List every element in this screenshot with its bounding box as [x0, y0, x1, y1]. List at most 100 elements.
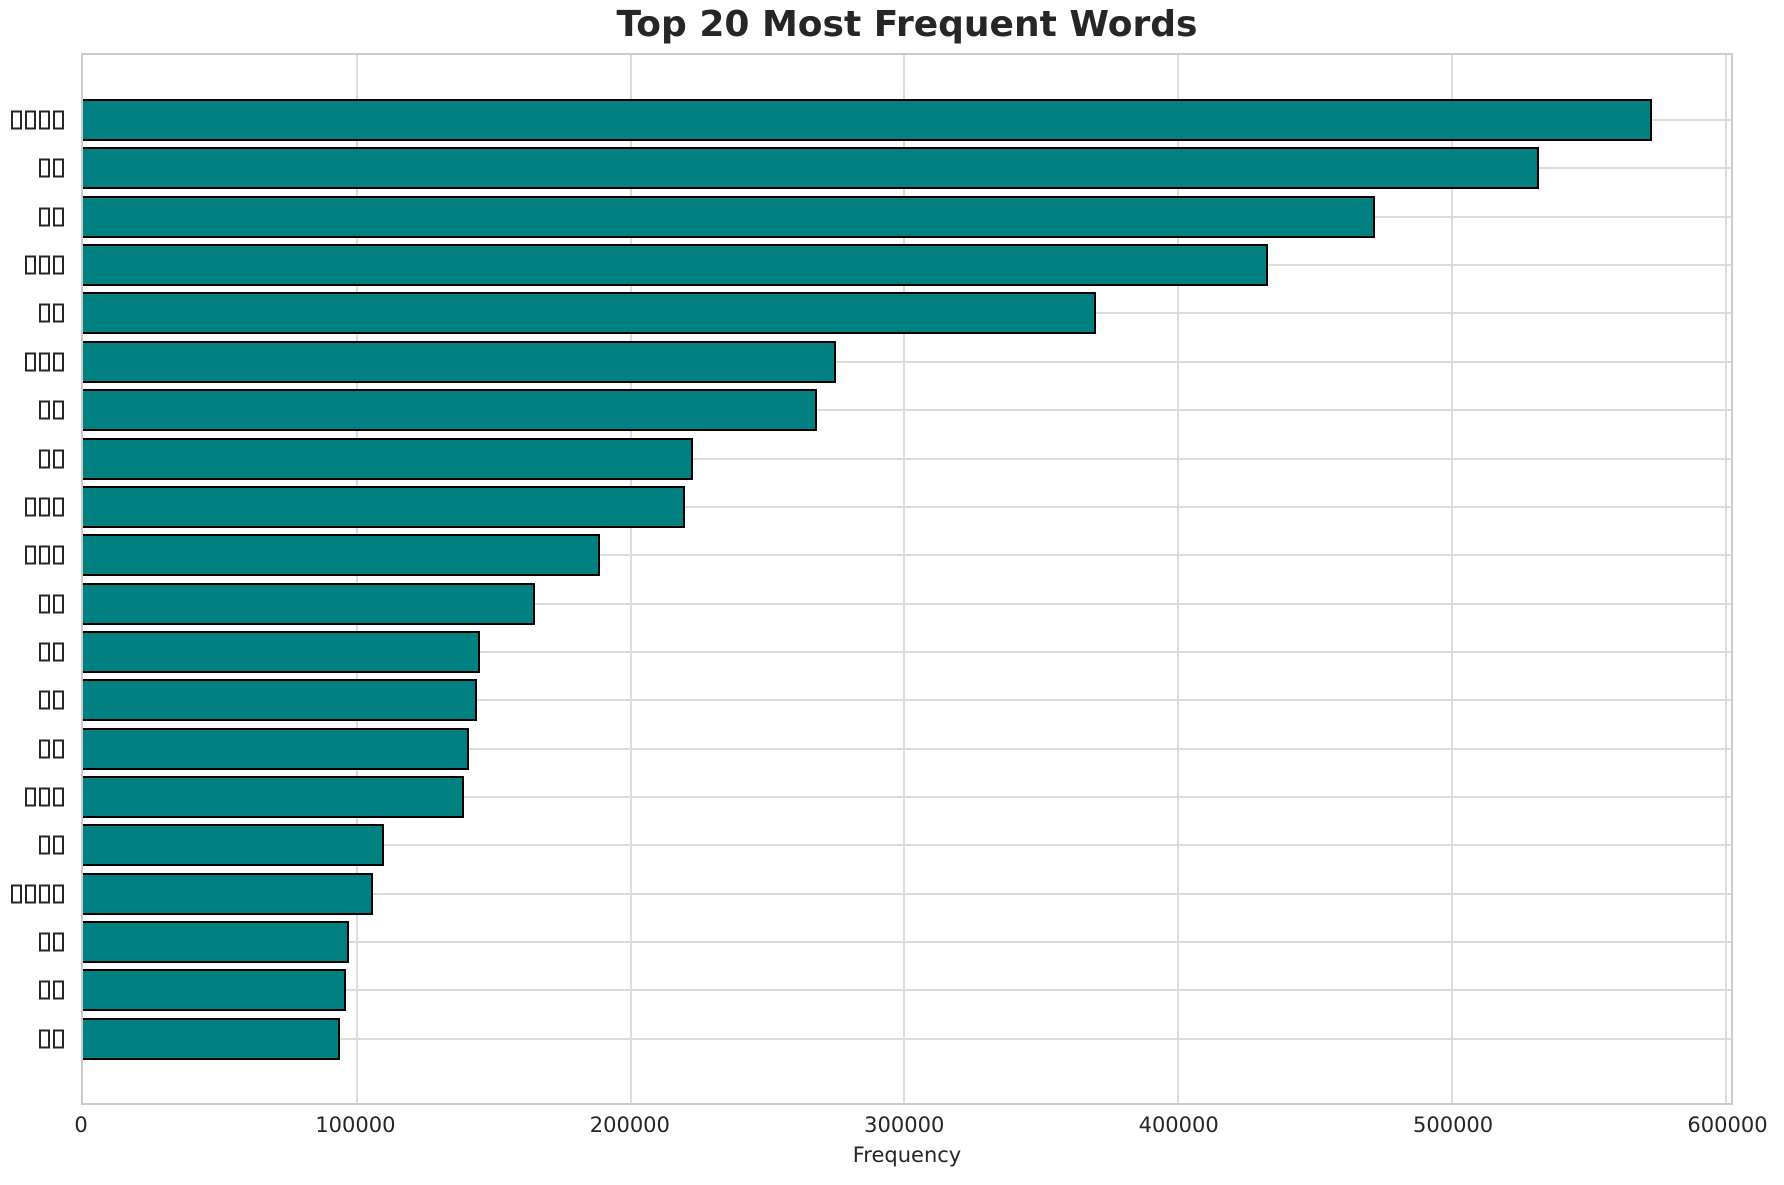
horizontal-gridline: [83, 989, 1731, 992]
tofu-glyph: [38, 449, 50, 469]
y-axis-label: [23, 352, 65, 372]
tofu-glyph: [24, 787, 36, 807]
horizontal-gridline: [83, 457, 1731, 460]
tofu-glyph: [52, 303, 64, 323]
bar-row: [38, 679, 1731, 722]
y-axis-label: [37, 739, 65, 759]
bar: [83, 99, 1652, 141]
horizontal-gridline: [83, 1037, 1731, 1040]
tofu-glyph: [38, 497, 50, 517]
y-axis-label: [9, 110, 65, 130]
bar: [83, 679, 478, 722]
tofu-glyph: [38, 207, 50, 227]
horizontal-gridline: [83, 360, 1731, 363]
bar-row: [38, 389, 1731, 432]
tofu-glyph: [52, 1029, 64, 1049]
bar: [83, 389, 817, 432]
tofu-glyph: [38, 739, 50, 759]
tofu-glyph: [52, 158, 64, 178]
tofu-glyph: [52, 932, 64, 952]
horizontal-gridline: [83, 747, 1731, 750]
bar: [83, 534, 601, 577]
vertical-gridline: [1450, 55, 1453, 1103]
tofu-glyph: [52, 110, 64, 130]
tofu-glyph: [52, 207, 64, 227]
tofu-glyph: [52, 545, 64, 565]
y-axis-label: [37, 690, 65, 710]
bar-row: [24, 244, 1731, 287]
x-axis-ticks: 0 100000 200000 300000 400000 500000 600000: [74, 1113, 1767, 1141]
bar: [83, 727, 469, 770]
bar: [83, 437, 694, 480]
vertical-gridline: [1177, 55, 1180, 1103]
bars-container: [10, 55, 1731, 1103]
tofu-glyph: [24, 884, 36, 904]
x-tick-label: 600000: [1687, 1113, 1768, 1137]
vertical-gridlines: [83, 55, 1731, 1103]
horizontal-gridline: [83, 409, 1731, 412]
tofu-glyph: [24, 545, 36, 565]
y-axis-label: [37, 400, 65, 420]
tofu-glyph: [52, 352, 64, 372]
tofu-glyph: [38, 932, 50, 952]
bar-row: [38, 921, 1731, 964]
tofu-glyph: [24, 352, 36, 372]
tofu-glyph: [38, 980, 50, 1000]
y-axis-label: [37, 980, 65, 1000]
bar: [83, 1017, 341, 1060]
tofu-glyph: [38, 787, 50, 807]
bar: [83, 340, 836, 383]
bar: [83, 630, 480, 673]
bar-row: [38, 582, 1731, 625]
horizontal-gridline: [83, 602, 1731, 605]
bar: [83, 485, 686, 528]
horizontal-gridline: [83, 699, 1731, 702]
bar-row: [24, 485, 1731, 528]
x-tick-label: 200000: [589, 1113, 670, 1137]
y-axis-label: [37, 594, 65, 614]
vertical-gridline: [629, 55, 632, 1103]
horizontal-gridline: [83, 554, 1731, 557]
tofu-glyph: [52, 449, 64, 469]
bar-row: [24, 340, 1731, 383]
tofu-glyph: [24, 255, 36, 275]
tofu-glyph: [38, 642, 50, 662]
plot-area: [10, 53, 1733, 1105]
tofu-glyph: [24, 110, 36, 130]
tofu-glyph: [38, 1029, 50, 1049]
x-tick-label: 500000: [1412, 1113, 1494, 1137]
tofu-glyph: [38, 690, 50, 710]
y-axis-label: [23, 497, 65, 517]
tofu-glyph: [38, 884, 50, 904]
horizontal-gridline: [83, 650, 1731, 653]
bar-row: [38, 824, 1731, 867]
bar-row: [38, 727, 1731, 770]
y-axis-label: [37, 449, 65, 469]
bar-row: [38, 1017, 1731, 1060]
bar-row: [24, 534, 1731, 577]
y-axis-label: [37, 303, 65, 323]
bar-row: [10, 872, 1731, 915]
tofu-glyph: [38, 352, 50, 372]
bar: [83, 921, 349, 964]
y-axis-label: [37, 158, 65, 178]
x-tick-label: 100000: [315, 1113, 396, 1137]
bar: [83, 872, 374, 915]
tofu-glyph: [52, 400, 64, 420]
tofu-glyph: [24, 497, 36, 517]
horizontal-gridline: [83, 796, 1731, 799]
horizontal-gridline: [83, 844, 1731, 847]
y-axis-label: [37, 1029, 65, 1049]
tofu-glyph: [38, 400, 50, 420]
y-axis-label: [9, 884, 65, 904]
tofu-glyph: [52, 497, 64, 517]
vertical-gridline: [903, 55, 906, 1103]
bar-row: [38, 147, 1731, 190]
horizontal-gridline: [83, 941, 1731, 944]
bar-row: [10, 99, 1731, 141]
bar-row: [38, 969, 1731, 1012]
tofu-glyph: [52, 980, 64, 1000]
vertical-gridline: [1724, 55, 1727, 1103]
bar-row: [38, 630, 1731, 673]
